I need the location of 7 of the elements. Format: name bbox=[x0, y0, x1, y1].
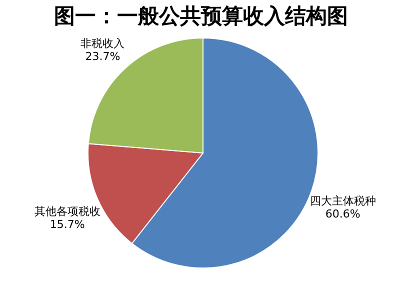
data-label: 60.6% bbox=[325, 207, 360, 220]
data-label: 15.7% bbox=[50, 218, 85, 232]
data-label: 23.7% bbox=[85, 50, 120, 64]
slice-label: 四大主体税种 bbox=[310, 194, 376, 208]
chart-title: 图一：一般公共预算收入结构图 bbox=[54, 4, 348, 28]
slice-label: 其他各项税收 bbox=[34, 205, 100, 218]
slice-label: 非税收入 bbox=[80, 37, 125, 50]
